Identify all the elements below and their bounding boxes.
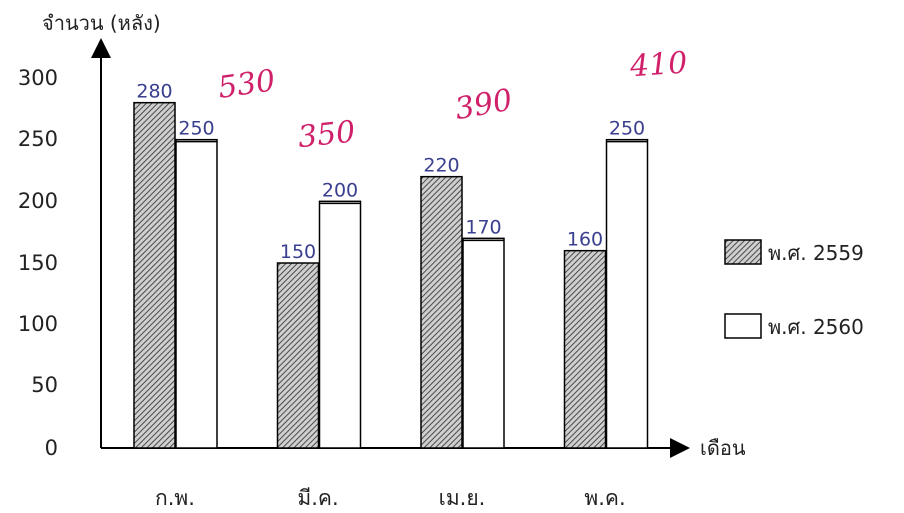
handwritten-sum: 530 bbox=[216, 63, 278, 106]
y-tick-label: 250 bbox=[18, 127, 58, 151]
handwritten-sum: 390 bbox=[452, 83, 514, 127]
x-category-label: ก.พ. bbox=[155, 486, 195, 510]
data-label: 160 bbox=[567, 229, 603, 251]
x-axis-title: เดือน bbox=[700, 436, 746, 460]
bar-2560 bbox=[318, 200, 362, 449]
legend-label-2560: พ.ศ. 2560 bbox=[768, 315, 864, 339]
y-axis-title: จำนวน (หลัง) bbox=[42, 11, 161, 35]
legend-swatch-2560 bbox=[724, 313, 762, 339]
bar-2559 bbox=[276, 262, 320, 449]
y-tick-label: 200 bbox=[18, 189, 58, 213]
bars-group bbox=[133, 101, 649, 449]
data-label: 250 bbox=[609, 118, 645, 140]
y-tick-labels: 300 250 200 150 100 50 0 bbox=[18, 66, 58, 460]
legend-swatch-2559 bbox=[724, 239, 762, 265]
bar-2559 bbox=[563, 249, 607, 449]
x-category-labels: ก.พ. มี.ค. เม.ย. พ.ค. bbox=[155, 486, 626, 510]
bar-2559 bbox=[133, 101, 176, 449]
legend-label-2559: พ.ศ. 2559 bbox=[768, 241, 864, 265]
handwritten-annotations: 530 350 390 410 bbox=[216, 45, 689, 155]
x-category-label: พ.ค. bbox=[584, 486, 625, 510]
data-label: 250 bbox=[178, 118, 214, 140]
x-category-label: เม.ย. bbox=[439, 486, 486, 510]
data-label: 150 bbox=[280, 241, 316, 263]
data-label: 220 bbox=[423, 155, 459, 177]
y-tick-label: 100 bbox=[18, 312, 58, 336]
bar-2560 bbox=[462, 237, 505, 449]
data-label: 200 bbox=[322, 179, 358, 201]
handwritten-sum: 350 bbox=[296, 114, 357, 155]
bar-2559 bbox=[420, 175, 463, 449]
x-category-label: มี.ค. bbox=[297, 486, 338, 510]
legend: พ.ศ. 2559 พ.ศ. 2560 bbox=[724, 239, 864, 339]
bar-2560 bbox=[175, 138, 218, 449]
handwritten-sum: 410 bbox=[628, 45, 689, 84]
data-label: 280 bbox=[136, 81, 172, 103]
data-label: 170 bbox=[465, 216, 501, 238]
y-tick-label: 0 bbox=[45, 436, 58, 460]
data-labels-group: 280 250 150 200 220 170 160 250 bbox=[136, 81, 645, 263]
y-tick-label: 150 bbox=[18, 251, 58, 275]
y-tick-label: 300 bbox=[18, 66, 58, 90]
bar-2560 bbox=[605, 138, 649, 449]
y-tick-label: 50 bbox=[31, 373, 58, 397]
